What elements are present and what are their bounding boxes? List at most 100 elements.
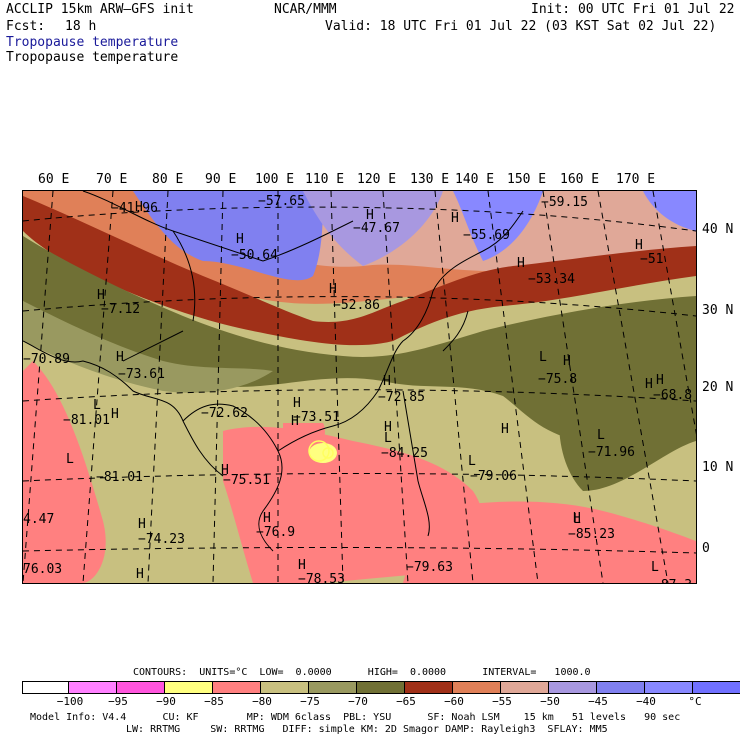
legend-swatch <box>165 682 213 693</box>
high-marker: H <box>384 420 392 435</box>
latitude-label: 40 N <box>702 222 734 237</box>
legend-swatch <box>597 682 645 693</box>
high-marker: H <box>116 350 124 365</box>
contour-value-label: −74.23 <box>138 532 185 547</box>
legend-tick-label: −90 <box>156 695 176 708</box>
model-info-line2: LW: RRTMG SW: RRTMG DIFF: simple KM: 2D … <box>126 724 608 735</box>
contour-value-label: −73.61 <box>118 367 165 382</box>
contour-value-label: −72.62 <box>201 406 248 421</box>
legend-tick-label: °C <box>688 695 702 708</box>
longitude-label: 170 E <box>616 172 656 187</box>
high-marker: H <box>656 373 664 388</box>
high-marker: H <box>263 511 271 526</box>
longitude-label: 70 E <box>96 172 128 187</box>
contour-value-label: 76.03 <box>23 562 63 577</box>
contour-value-label: −70.89 <box>23 352 70 367</box>
longitude-label: 160 E <box>560 172 600 187</box>
contour-value-label: −76.9 <box>256 525 296 540</box>
contour-value-label: −53.34 <box>528 272 575 287</box>
high-marker: H <box>291 414 299 429</box>
legend-tick-label: −95 <box>108 695 128 708</box>
low-marker: L <box>66 452 74 467</box>
contour-value-label: −79.06 <box>470 469 517 484</box>
tropopause-temperature-map: −41.96 −57.65 −47.67 −55.69 −59.15 −50.64 −53.… <box>22 190 697 584</box>
low-marker: L <box>573 512 581 527</box>
high-marker: H <box>136 567 144 582</box>
org-label: NCAR/MMM <box>274 2 337 17</box>
contour-value-label: −84.25 <box>381 446 428 461</box>
latitude-label: 20 N <box>702 380 734 395</box>
model-info-line1: Model Info: V4.4 CU: KF MP: WDM 6class P… <box>30 712 681 723</box>
contour-value-label: 4.47 <box>23 512 55 527</box>
contour-value-label: −71.96 <box>588 445 635 460</box>
high-marker: H <box>298 558 306 573</box>
contour-value-label: −75.8 <box>538 372 578 387</box>
longitude-label: 100 E <box>255 172 295 187</box>
longitude-label: 80 E <box>152 172 184 187</box>
low-marker: L <box>539 350 547 365</box>
longitude-label: 110 E <box>305 172 345 187</box>
contour-value-label: −73.51 <box>293 410 340 425</box>
legend-tick-label: −80 <box>252 695 272 708</box>
fcst-label: Fcst: <box>6 19 46 34</box>
legend-swatch <box>117 682 165 693</box>
contour-value-label: −72.85 <box>378 390 425 405</box>
legend-swatch <box>405 682 453 693</box>
legend-swatch <box>357 682 405 693</box>
low-marker: L <box>468 454 476 469</box>
high-marker: H <box>645 377 653 392</box>
contour-value-label: −75.51 <box>223 473 270 488</box>
high-marker: H <box>138 517 146 532</box>
model-title: ACCLIP 15km ARW–GFS init <box>6 2 194 17</box>
legend-swatch <box>309 682 357 693</box>
legend-tick-label: −55 <box>492 695 512 708</box>
high-marker: H <box>221 463 229 478</box>
high-marker: H <box>111 407 119 422</box>
contour-value-label: −41.96 <box>111 201 158 216</box>
contour-value-label: −57.65 <box>258 194 305 209</box>
low-marker: L <box>597 428 605 443</box>
high-marker: H <box>517 256 525 271</box>
legend-tick-label: −40 <box>636 695 656 708</box>
low-marker: L <box>384 431 392 446</box>
longitude-label: 130 E <box>410 172 450 187</box>
contour-value-label: −7.12 <box>101 302 141 317</box>
contour-value-label: −55.69 <box>463 228 510 243</box>
init-time: Init: 00 UTC Fri 01 Jul 22 <box>531 2 735 17</box>
low-marker: L <box>93 398 101 413</box>
high-marker: H <box>635 238 643 253</box>
legend-tick-label: −50 <box>540 695 560 708</box>
contour-value-label: −68.8 <box>653 388 693 403</box>
field-name-primary: Tropopause temperature <box>6 35 179 50</box>
contour-value-label: −50.64 <box>231 248 278 263</box>
longitude-label: 150 E <box>507 172 547 187</box>
high-marker: H <box>236 232 244 247</box>
contours-info: CONTOURS: UNITS=°C LOW= 0.0000 HIGH= 0.0… <box>133 667 591 678</box>
high-marker: H <box>97 288 105 303</box>
contour-value-label: −81.01 <box>96 470 143 485</box>
longitude-label: 140 E <box>455 172 495 187</box>
contour-value-label: −81.01 <box>63 413 110 428</box>
legend-tick-label: −60 <box>444 695 464 708</box>
fcst-value: 18 h <box>65 19 97 34</box>
valid-time: Valid: 18 UTC Fri 01 Jul 22 (03 KST Sat … <box>325 19 717 34</box>
legend-tick-label: −45 <box>588 695 608 708</box>
legend-swatch <box>501 682 549 693</box>
color-legend <box>22 681 740 694</box>
legend-swatch <box>453 682 501 693</box>
high-marker: H <box>383 374 391 389</box>
legend-tick-label: −70 <box>348 695 368 708</box>
legend-tick-label: −85 <box>204 695 224 708</box>
contour-value-label: −85.23 <box>568 527 615 542</box>
high-marker: H <box>329 282 337 297</box>
longitude-label: 60 E <box>38 172 70 187</box>
contour-value-label: −52.86 <box>333 298 380 313</box>
latitude-label: 0 <box>702 541 710 556</box>
longitude-label: 120 E <box>357 172 397 187</box>
legend-tick-label: −75 <box>300 695 320 708</box>
field-name-secondary: Tropopause temperature <box>6 50 179 65</box>
legend-swatch <box>23 682 69 693</box>
high-marker: H <box>563 354 571 369</box>
high-marker: H <box>135 200 143 215</box>
legend-swatch <box>693 682 740 693</box>
